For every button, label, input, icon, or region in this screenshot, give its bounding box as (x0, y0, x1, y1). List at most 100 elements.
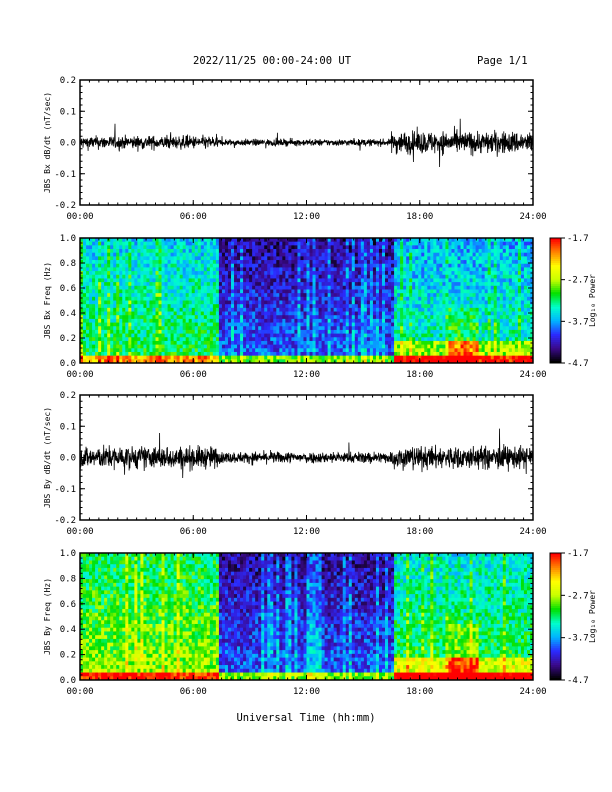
heatmap-cell (140, 340, 144, 346)
heatmap-cell (478, 285, 483, 290)
heatmap-cell (200, 315, 205, 320)
heatmap-cell (282, 285, 286, 290)
heatmap-cell (448, 307, 452, 312)
heatmap-cell (403, 245, 407, 250)
heatmap-cell (354, 337, 359, 342)
heatmap-cell (315, 311, 319, 316)
heatmap-cell (149, 293, 153, 298)
heatmap-cell (182, 278, 187, 283)
heatmap-cell (122, 329, 126, 334)
heatmap-cell (131, 300, 135, 305)
heatmap-cell (209, 311, 214, 316)
heatmap-cell (312, 300, 316, 305)
heatmap-cell (291, 263, 295, 268)
heatmap-cell (155, 252, 159, 257)
heatmap-cell (143, 311, 147, 316)
heatmap-cell (312, 315, 316, 320)
heatmap-cell (140, 245, 144, 250)
heatmap-cell (433, 278, 437, 283)
heatmap-cell (170, 263, 175, 268)
heatmap-cell (382, 245, 386, 250)
heatmap-cell (300, 285, 304, 290)
heatmap-cell (128, 318, 132, 323)
heatmap-cell (252, 289, 256, 294)
heatmap-cell (324, 267, 329, 272)
heatmap-cell (197, 337, 202, 342)
heatmap-cell (333, 293, 338, 298)
heatmap-cell (203, 318, 208, 323)
heatmap-cell (116, 282, 120, 287)
heatmap-cell (448, 252, 452, 257)
heatmap-cell (397, 351, 401, 357)
heatmap-cell (182, 340, 187, 346)
heatmap-cell (306, 304, 310, 309)
heatmap-cell (209, 304, 214, 309)
heatmap-cell (505, 278, 510, 283)
heatmap-cell (400, 351, 404, 357)
heatmap-cell (490, 256, 495, 261)
heatmap-cell (125, 285, 129, 290)
heatmap-cell (255, 340, 259, 346)
heatmap-cell (276, 348, 280, 353)
heatmap-cell (427, 311, 431, 316)
heatmap-cell (125, 304, 129, 309)
heatmap-cell (167, 271, 171, 276)
heatmap-cell (116, 322, 120, 327)
heatmap-cell (339, 282, 344, 287)
heatmap-cell (200, 311, 205, 316)
heatmap-cell (372, 260, 377, 265)
heatmap-cell (237, 311, 241, 316)
heatmap-cell (502, 260, 507, 265)
heatmap-cell (179, 278, 184, 283)
heatmap-cell (234, 311, 238, 316)
heatmap-cell (209, 256, 214, 261)
heatmap-cell (194, 260, 199, 265)
heatmap-cell (439, 267, 443, 272)
heatmap-cell (285, 307, 289, 312)
heatmap-cell (487, 322, 492, 327)
heatmap-cell (430, 315, 434, 320)
heatmap-cell (451, 315, 455, 320)
heatmap-cell (502, 296, 507, 301)
heatmap-cell (339, 318, 344, 323)
heatmap-cell (200, 278, 205, 283)
heatmap-cell (249, 359, 253, 364)
heatmap-cell (324, 333, 329, 338)
heatmap-cell (110, 344, 114, 349)
heatmap-cell (197, 245, 202, 250)
heatmap-cell (164, 304, 168, 309)
heatmap-cell (152, 267, 156, 272)
heatmap-cell (484, 282, 489, 287)
heatmap-cell (107, 337, 111, 342)
heatmap-cell (170, 241, 175, 246)
heatmap-cell (354, 329, 359, 334)
heatmap-cell (315, 315, 319, 320)
heatmap-cell (149, 245, 153, 250)
heatmap-cell (125, 337, 129, 342)
heatmap-cell (394, 293, 398, 298)
heatmap-cell (101, 304, 105, 309)
heatmap-cell (324, 326, 329, 331)
heatmap-cell (490, 252, 495, 257)
heatmap-cell (415, 245, 419, 250)
heatmap-cell (342, 271, 347, 276)
heatmap-cell (469, 348, 473, 353)
heatmap-cell (336, 249, 341, 254)
heatmap-cell (98, 329, 102, 334)
heatmap-cell (155, 278, 159, 283)
heatmap-cell (158, 304, 162, 309)
heatmap-cell (496, 285, 501, 290)
heatmap-cell (258, 315, 262, 320)
heatmap-cell (354, 238, 359, 243)
heatmap-cell (258, 267, 262, 272)
heatmap-cell (92, 315, 96, 320)
heatmap-cell (240, 311, 244, 316)
heatmap-cell (258, 282, 262, 287)
heatmap-cell (424, 282, 428, 287)
heatmap-cell (433, 274, 437, 279)
heatmap-cell (363, 307, 368, 312)
heatmap-cell (418, 274, 422, 279)
heatmap-cell (197, 241, 202, 246)
heatmap-cell (104, 267, 108, 272)
heatmap-cell (448, 293, 452, 298)
